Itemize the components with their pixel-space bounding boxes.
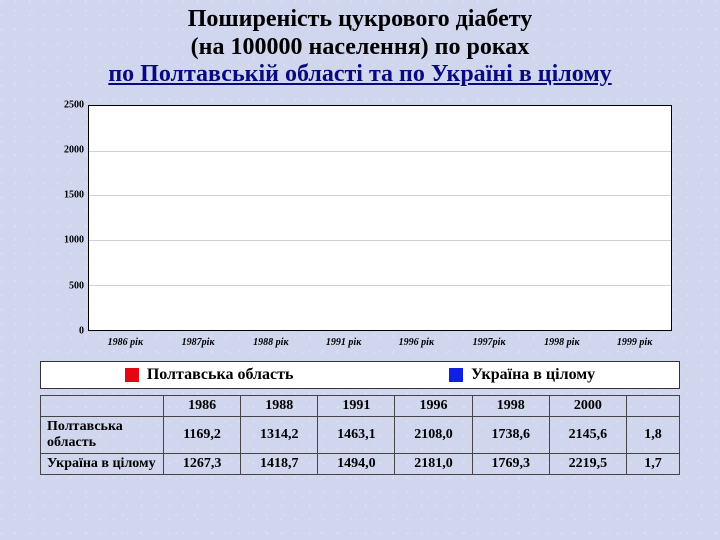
chart-gridline [89,285,671,286]
table-column-header [627,395,680,416]
table-header-row: 198619881991199619982000 [41,395,680,416]
table-cell: 2219,5 [549,453,626,474]
table-body: Полтавська область1169,21314,21463,12108… [41,416,680,474]
table-cell: 1463,1 [318,416,395,453]
title-line-1: Поширеність цукрового діабету [18,6,702,34]
table-cell: 1769,3 [472,453,549,474]
table-cell: 1,8 [627,416,680,453]
chart-x-tick-label: 1999 рік [617,337,652,348]
table-row: Україна в цілому1267,31418,71494,02181,0… [41,453,680,474]
legend-swatch-icon [449,368,463,382]
chart-x-tick-label: 1996 рік [399,337,434,348]
chart-gridline [89,240,671,241]
table-column-header: 1991 [318,395,395,416]
table-cell: 1,7 [627,453,680,474]
chart-gridline [89,195,671,196]
chart-x-tick-label: 1998 рік [544,337,579,348]
table-row: Полтавська область1169,21314,21463,12108… [41,416,680,453]
table-column-header: 1998 [472,395,549,416]
table-column-header [41,395,164,416]
chart-y-tick-label: 2500 [58,99,84,110]
table-cell: 1267,3 [164,453,241,474]
table-column-header: 1986 [164,395,241,416]
table-head: 198619881991199619982000 [41,395,680,416]
title-line-2: (на 100000 населення) по роках [18,34,702,62]
table-cell: 1738,6 [472,416,549,453]
table-column-header: 2000 [549,395,626,416]
chart-plot-area: 1986 рік1987рік1988 рік1991 рік1996 рік1… [88,105,672,331]
slide: Поширеність цукрового діабету (на 100000… [0,0,720,540]
table-cell: 1418,7 [241,453,318,474]
chart-legend: Полтавська область Україна в цілому [40,361,680,389]
legend-swatch-icon [125,368,139,382]
table-row-header: Україна в цілому [41,453,164,474]
data-table: 198619881991199619982000 Полтавська обла… [40,395,680,475]
table-cell: 1494,0 [318,453,395,474]
table-column-header: 1996 [395,395,472,416]
table-cell: 1314,2 [241,416,318,453]
chart-x-tick-label: 1997рік [473,337,506,348]
chart-y-tick-label: 500 [58,280,84,291]
chart-bars-layer: 1986 рік1987рік1988 рік1991 рік1996 рік1… [89,106,671,330]
chart-x-tick-label: 1988 рік [253,337,288,348]
table-row-header: Полтавська область [41,416,164,453]
legend-label: Полтавська область [147,366,294,384]
chart-x-tick-label: 1987рік [182,337,215,348]
legend-item-poltava: Полтавська область [125,366,294,384]
table-cell: 1169,2 [164,416,241,453]
title-line-3: по Полтавській області та по Україні в ц… [18,61,702,89]
table-column-header: 1988 [241,395,318,416]
slide-title: Поширеність цукрового діабету (на 100000… [18,6,702,89]
chart-y-tick-label: 1000 [58,235,84,246]
chart-y-tick-label: 0 [58,325,84,336]
chart-x-tick-label: 1986 рік [108,337,143,348]
chart-y-tick-label: 1500 [58,190,84,201]
chart-x-tick-label: 1991 рік [326,337,361,348]
legend-item-ukraine: Україна в цілому [449,366,595,384]
legend-label: Україна в цілому [471,366,595,384]
table-cell: 2108,0 [395,416,472,453]
chart-gridline [89,151,671,152]
chart-y-tick-label: 2000 [58,144,84,155]
bar-chart: Кількість хворих на ЦД 1986 рік1987рік19… [40,97,680,357]
table-cell: 2181,0 [395,453,472,474]
table-cell: 2145,6 [549,416,626,453]
